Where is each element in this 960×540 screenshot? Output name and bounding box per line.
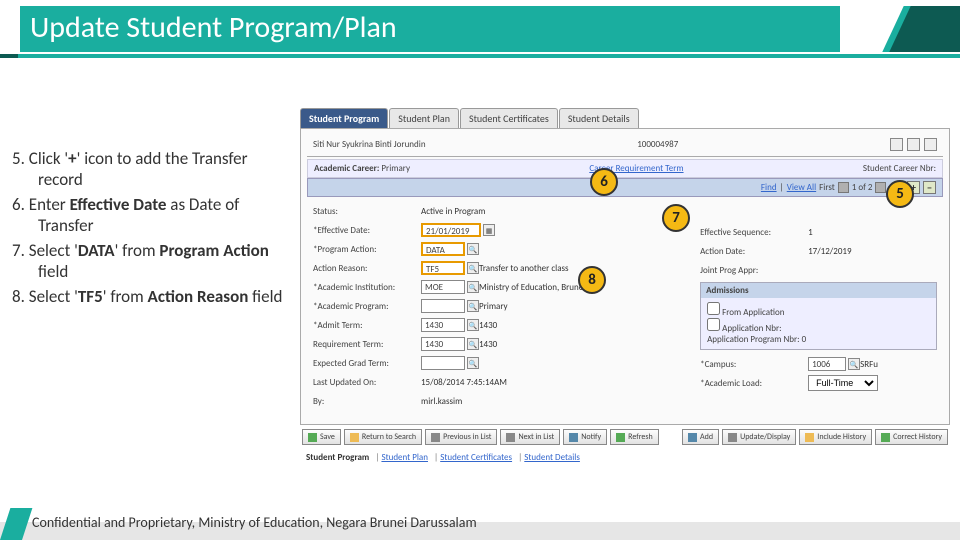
instruction-7: 7. Select 'DATA' from Program Action fie… [12,240,292,282]
acadinst-input[interactable]: MOE [421,280,465,294]
acadload-select[interactable]: Full-Time [808,375,878,391]
callout-7: 7 [662,204,690,232]
viewall-link[interactable]: View All [787,182,816,193]
app-screenshot: Student Program Student Plan Student Cer… [300,108,950,466]
save-button[interactable]: Save [302,429,341,445]
acadprog-input[interactable] [421,299,465,313]
tab-student-plan[interactable]: Student Plan [389,108,459,128]
instruction-6: 6. Enter Effective Date as Date of Trans… [12,194,292,236]
header-chevron [850,6,960,52]
lastupd-value: 15/08/2014 7:45:14AM [421,377,507,388]
acadload-label: Academic Load: [700,378,808,389]
callout-6: 6 [590,168,618,196]
status-label: Status: [313,206,421,217]
by-value: mirl.kassim [421,396,462,407]
find-link[interactable]: Find [761,182,777,193]
prev-icon[interactable] [838,182,849,193]
next-icon[interactable] [875,182,886,193]
lookup-icon[interactable]: 🔍 [467,243,479,255]
corrhist-button[interactable]: Correct History [875,429,948,445]
instruction-list: 5. Click '+' icon to add the Transfer re… [12,148,292,311]
slide-header: Update Student Program/Plan [0,0,960,58]
callout-8: 8 [578,266,606,294]
instruction-8: 8. Select 'TF5' from Action Reason field [12,286,292,307]
form-panel: Siti Nur Syukrina Binti Jorundin 1000049… [300,128,950,425]
app-nbr-checkbox[interactable] [707,318,720,331]
tab-student-program[interactable]: Student Program [300,108,388,128]
campus-input[interactable]: 1006 [808,357,846,371]
lookup-icon[interactable]: 🔍 [467,262,479,274]
status-value: Active in Program [421,206,485,217]
tab-student-certificates[interactable]: Student Certificates [460,108,558,128]
next-button[interactable]: Next in List [500,429,560,445]
admissions-header: Admissions [701,283,936,298]
jointprog-label: Joint Prog Appr: [700,265,808,276]
student-id: 100004987 [637,139,678,150]
by-label: By: [313,396,421,407]
effseq-label: Effective Sequence: [700,227,808,238]
page-title: Update Student Program/Plan [30,9,397,46]
effdate-input[interactable]: 21/01/2019 [421,223,481,237]
actreason-input[interactable]: TF5 [421,261,465,275]
admitterm-input[interactable]: 1430 [421,318,465,332]
bottom-tab-links: Student Program | Student Plan | Student… [300,449,950,466]
reqterm-input[interactable]: 1430 [421,337,465,351]
notify-button[interactable]: Notify [563,429,607,445]
tab-bar: Student Program Student Plan Student Cer… [300,108,950,128]
reqterm-label: Requirement Term: [313,339,421,350]
pager-label: 1 of 2 [852,182,873,193]
career-label: Academic Career: [314,163,379,174]
acadinst-label: Academic Institution: [313,282,421,293]
callout-5: 5 [886,180,914,208]
delete-row-button[interactable]: − [923,181,936,194]
from-app-checkbox[interactable] [707,302,720,315]
instruction-5: 5. Click '+' icon to add the Transfer re… [12,148,292,190]
career-nbr-label: Student Career Nbr: [863,163,936,174]
record-nav-bar: Find | View All First 1 of 2 Last + − [307,178,943,197]
prev-button[interactable]: Previous in List [425,429,497,445]
progaction-input[interactable]: DATA [421,242,465,256]
calendar-icon[interactable]: ▦ [483,224,495,236]
expgrad-label: Expected Grad Term: [313,358,421,369]
return-button[interactable]: Return to Search [344,429,422,445]
footer-text: Confidential and Proprietary, Ministry o… [32,514,477,531]
admissions-box: Admissions From Application Application … [700,282,937,350]
upddisp-button[interactable]: Update/Display [722,429,796,445]
slide-footer: Confidential and Proprietary, Ministry o… [0,508,960,540]
first-label: First [819,182,835,193]
actdate-label: Action Date: [700,246,808,257]
toolbar-icons [890,138,937,151]
tab-student-details[interactable]: Student Details [559,108,639,128]
refresh-button[interactable]: Refresh [610,429,659,445]
progaction-label: Program Action: [313,244,421,255]
expgrad-input[interactable] [421,356,465,370]
lastupd-label: Last Updated On: [313,377,421,388]
effdate-label: Effective Date: [313,225,421,236]
actreason-label: Action Reason: [313,263,421,274]
action-button-bar: Save Return to Search Previous in List N… [300,425,950,449]
inclhist-button[interactable]: Include History [799,429,872,445]
add-button[interactable]: Add [682,429,719,445]
acadprog-label: Academic Program: [313,301,421,312]
campus-label: Campus: [700,359,808,370]
admitterm-label: Admit Term: [313,320,421,331]
student-name: Siti Nur Syukrina Binti Jorundin [313,139,426,150]
